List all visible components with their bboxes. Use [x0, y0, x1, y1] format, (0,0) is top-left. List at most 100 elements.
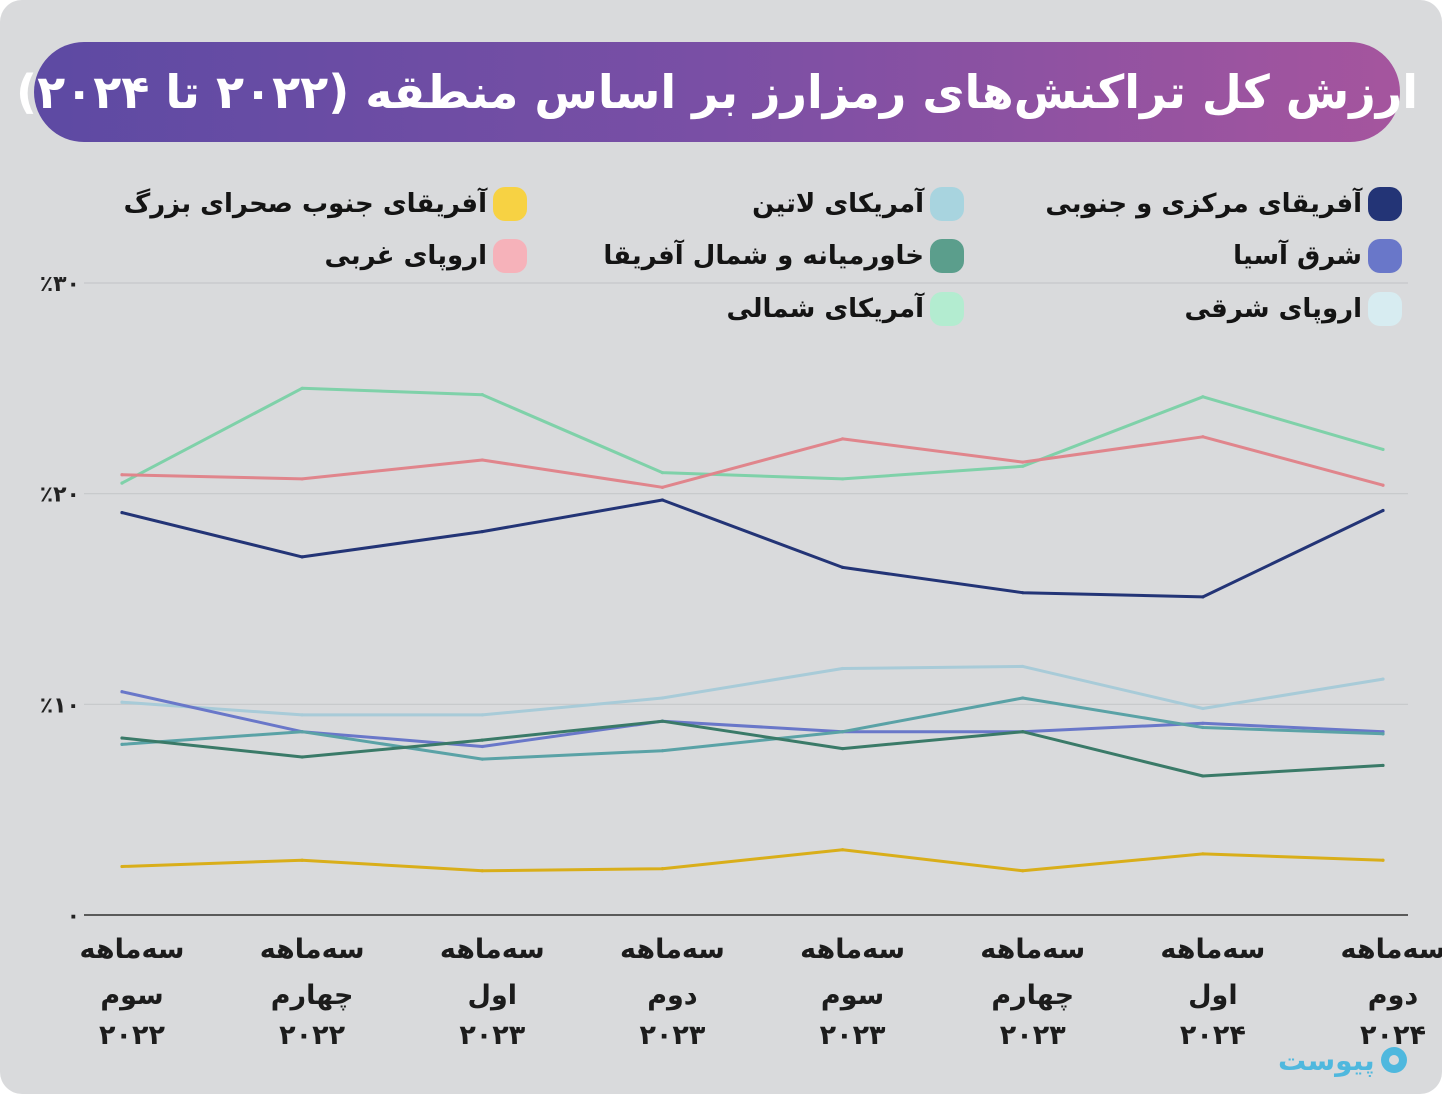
series-line [120, 498, 1385, 599]
series-line [120, 435, 1385, 489]
chart-title: ارزش کل تراکنش‌های رمزارز بر اساس منطقه … [16, 65, 1418, 119]
data-point [120, 864, 124, 869]
brand-logo: پیوست [1278, 1042, 1407, 1078]
data-point [120, 690, 124, 694]
data-point [300, 730, 304, 734]
data-point [660, 719, 665, 723]
y-tick-label: ۰ [67, 904, 80, 929]
legend-label: شرق آسیا [1233, 241, 1362, 271]
x-tick-label: سوم [100, 980, 163, 1011]
x-tick-label: ۲۰۲۳ [639, 1020, 705, 1051]
data-point [840, 437, 845, 441]
legend-swatch [1368, 239, 1402, 273]
data-point [840, 746, 845, 751]
legend-item: خاورمیانه و شمال آفریقا [603, 239, 964, 273]
x-tick-label: سه‌ماهه [80, 934, 185, 965]
x-tick-label: سوم [821, 980, 884, 1011]
legend-swatch [1368, 187, 1402, 221]
data-point [480, 738, 484, 742]
legend-item: شرق آسیا [1233, 239, 1402, 273]
data-point [1201, 721, 1205, 725]
data-point [1381, 508, 1385, 513]
x-tick-label: سه‌ماهه [260, 934, 365, 965]
data-point [480, 529, 484, 534]
data-point [120, 473, 124, 477]
legend-label: آمریکای لاتین [752, 189, 924, 219]
series-line [120, 696, 1385, 761]
x-tick-label: سه‌ماهه [980, 934, 1085, 965]
data-point [1201, 706, 1205, 711]
data-point [840, 565, 845, 570]
logo-text: پیوست [1278, 1043, 1375, 1077]
x-tick-label: سه‌ماهه [1341, 934, 1442, 965]
data-point [300, 858, 304, 862]
data-point [120, 736, 124, 740]
y-tick-label: ٪۱۰ [40, 693, 80, 718]
legend-swatch [930, 239, 964, 273]
data-point [120, 700, 124, 704]
data-point [840, 666, 845, 671]
data-point [1201, 595, 1205, 599]
title-banner: ارزش کل تراکنش‌های رمزارز بر اساس منطقه … [16, 42, 1418, 142]
x-tick-label: دوم [647, 980, 697, 1011]
data-point [1381, 483, 1385, 487]
legend-swatch [1368, 292, 1402, 326]
data-point [1381, 677, 1385, 681]
legend-item: اروپای شرقی [1184, 292, 1402, 326]
legend-swatch [493, 239, 527, 273]
x-tick-label: سه‌ماهه [440, 934, 545, 965]
data-point [300, 555, 304, 559]
x-tick-label: سه‌ماهه [800, 934, 905, 965]
legend-item: اروپای غربی [325, 239, 527, 273]
data-point [660, 485, 665, 489]
series-line [120, 690, 1385, 748]
data-point [1201, 774, 1205, 778]
data-point [480, 744, 484, 749]
x-tick-label: ۲۰۲۳ [459, 1020, 525, 1051]
x-tick-label: ۲۰۲۴ [1180, 1020, 1246, 1051]
data-point [1021, 460, 1025, 464]
data-point [300, 386, 304, 390]
x-tick-label: دوم [1368, 980, 1418, 1011]
data-point [1021, 696, 1025, 700]
data-point [1021, 730, 1025, 734]
x-tick-label: اول [1188, 980, 1237, 1011]
legend-label: خاورمیانه و شمال آفریقا [603, 241, 924, 271]
legend-item: آفریقای جنوب صحرای بزرگ [124, 187, 527, 221]
data-point [480, 393, 484, 397]
data-point [120, 742, 124, 746]
data-point [300, 477, 304, 481]
x-tick-label: ۲۰۲۲ [99, 1020, 165, 1051]
data-point [480, 757, 484, 761]
x-tick-label: چهارم [991, 980, 1074, 1011]
data-point [660, 498, 665, 502]
data-point [1021, 464, 1025, 468]
series-line [120, 664, 1385, 717]
series-line [120, 386, 1385, 485]
data-point [1381, 447, 1385, 452]
legend-swatch [493, 187, 527, 221]
legend-item: آفریقای مرکزی و جنوبی [1045, 187, 1402, 221]
legend-item: آمریکای لاتین [752, 187, 964, 221]
logo-icon [1380, 1047, 1407, 1073]
data-point [1021, 664, 1025, 669]
data-point [1201, 435, 1205, 439]
data-point [1201, 852, 1205, 856]
legend-item: آمریکای شمالی [726, 292, 964, 326]
data-point [660, 696, 665, 700]
data-point [300, 713, 304, 717]
x-tick-label: سه‌ماهه [620, 934, 725, 965]
legend-swatch [930, 187, 964, 221]
data-point [480, 713, 484, 717]
x-tick-label: چهارم [271, 980, 354, 1011]
x-tick-label: سه‌ماهه [1160, 934, 1265, 965]
legend-label: اروپای شرقی [1184, 294, 1362, 324]
legend-label: آفریقای جنوب صحرای بزرگ [123, 189, 487, 219]
series-line [120, 848, 1385, 873]
legend-swatch [930, 292, 964, 326]
data-point [1021, 869, 1025, 873]
x-tick-label: ۲۰۲۳ [820, 1020, 886, 1051]
y-tick-label: ٪۲۰ [40, 483, 80, 508]
